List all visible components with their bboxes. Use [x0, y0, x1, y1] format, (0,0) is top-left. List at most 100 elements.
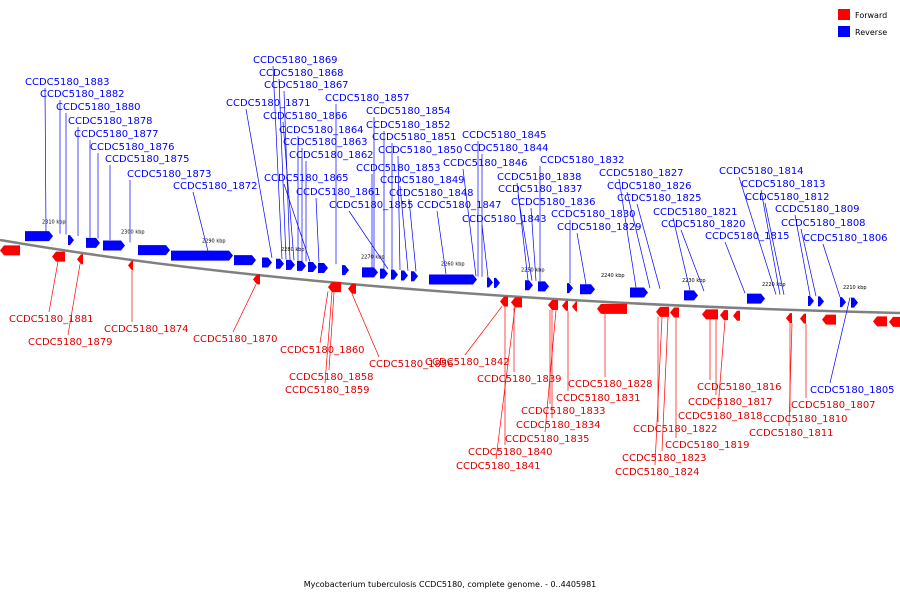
- reverse-label-connector: [462, 168, 477, 277]
- forward-gene-arrow: [128, 260, 133, 271]
- forward-gene-arrow: [889, 316, 900, 327]
- reverse-gene-arrow: [391, 269, 398, 280]
- legend: Forward Reverse: [838, 9, 887, 37]
- scale-tick-label: 2240 kbp: [601, 273, 625, 279]
- reverse-gene-label: CCDC5180_1836: [511, 197, 596, 208]
- forward-gene-arrow: [800, 313, 806, 324]
- reverse-label-connector: [618, 178, 637, 288]
- reverse-gene-label: CCDC5180_1867: [264, 80, 349, 91]
- forward-gene-label: CCDC5180_1870: [193, 334, 278, 345]
- reverse-gene-label: CCDC5180_1808: [781, 218, 866, 229]
- forward-gene-label: CCDC5180_1879: [28, 337, 113, 348]
- reverse-gene-arrow: [171, 250, 233, 261]
- reverse-gene-label: CCDC5180_1814: [719, 166, 804, 177]
- reverse-gene-arrow: [276, 258, 284, 269]
- reverse-gene-arrow: [851, 297, 858, 308]
- reverse-gene-arrow: [840, 297, 846, 308]
- forward-label-connector: [788, 323, 793, 427]
- forward-label-connector: [324, 291, 333, 384]
- reverse-gene-label: CCDC5180_1877: [74, 129, 159, 140]
- forward-gene-label: CCDC5180_1859: [285, 385, 370, 396]
- reverse-gene-label: CCDC5180_1868: [259, 68, 344, 79]
- scale-tick-label: 2210 kbp: [843, 285, 867, 291]
- forward-gene-arrow: [873, 316, 887, 327]
- reverse-label-connector: [283, 183, 311, 262]
- reverse-gene-label: CCDC5180_1820: [661, 219, 746, 230]
- forward-label-connector: [351, 293, 380, 358]
- reverse-gene-label: CCDC5180_1852: [366, 120, 451, 131]
- reverse-gene-label: CCDC5180_1843: [462, 214, 547, 225]
- reverse-gene-arrow: [818, 296, 824, 307]
- forward-gene-label: CCDC5180_1823: [622, 453, 707, 464]
- reverse-gene-label: CCDC5180_1871: [226, 98, 311, 109]
- reverse-gene-label: CCDC5180_1857: [325, 93, 410, 104]
- forward-label-connector: [67, 264, 81, 336]
- reverse-gene-label: CCDC5180_1851: [372, 132, 457, 143]
- forward-label-connector: [328, 292, 335, 371]
- reverse-label-connector: [724, 241, 746, 294]
- reverse-gene-arrow: [286, 259, 295, 270]
- forward-gene-label: CCDC5180_1856: [369, 359, 454, 370]
- forward-gene-arrow: [511, 297, 522, 308]
- reverse-gene-label: CCDC5180_1829: [557, 222, 642, 233]
- reverse-gene-label: CCDC5180_1878: [68, 116, 153, 127]
- genome-backbone: [0, 238, 900, 315]
- forward-gene-arrow: [786, 313, 792, 324]
- reverse-gene-arrow: [308, 262, 317, 273]
- forward-label-connector: [544, 310, 557, 433]
- reverse-gene-arrow: [362, 267, 378, 278]
- forward-label-connector: [319, 291, 329, 344]
- reverse-gene-label: CCDC5180_1812: [745, 192, 830, 203]
- reverse-gene-arrow: [318, 263, 328, 274]
- legend-forward-label: Forward: [855, 11, 887, 20]
- reverse-gene-label: CCDC5180_1830: [551, 209, 636, 220]
- forward-gene-arrow: [548, 299, 558, 310]
- forward-gene-label: CCDC5180_1817: [688, 397, 773, 408]
- reverse-gene-label: CCDC5180_1845: [462, 130, 547, 141]
- reverse-gene-label: CCDC5180_1849: [380, 175, 465, 186]
- reverse-label-connector: [348, 210, 389, 270]
- forward-gene-label: CCDC5180_1833: [521, 406, 606, 417]
- reverse-label-connector: [794, 214, 811, 296]
- forward-gene-label: CCDC5180_1810: [763, 414, 848, 425]
- forward-gene-label: CCDC5180_1841: [456, 461, 541, 472]
- reverse-gene-arrow: [68, 235, 74, 246]
- reverse-label-connector: [436, 210, 447, 274]
- legend-reverse-label: Reverse: [855, 28, 887, 37]
- reverse-gene-label: CCDC5180_1809: [775, 204, 860, 215]
- reverse-label-connector: [680, 229, 705, 292]
- reverse-label-connector: [800, 228, 817, 297]
- forward-gene-arrow: [253, 274, 260, 285]
- reverse-gene-label: CCDC5180_1872: [173, 181, 258, 192]
- reverse-gene-arrow: [567, 283, 573, 294]
- scale-tick-label: 2300 kbp: [121, 229, 145, 235]
- reverse-gene-label: CCDC5180_1838: [497, 172, 582, 183]
- reverse-label-connector: [626, 191, 651, 289]
- reverse-label-connector: [764, 202, 785, 295]
- scale-tick-label: 2230 kbp: [682, 278, 706, 284]
- figure-caption: Mycobacterium tuberculosis CCDC5180, com…: [304, 580, 597, 589]
- reverse-label-connector: [278, 78, 287, 260]
- forward-gene-arrow: [702, 309, 718, 320]
- reverse-gene-arrow: [747, 293, 765, 304]
- reverse-gene-label: CCDC5180_1821: [653, 207, 738, 218]
- scale-tick-label: 2280 kbp: [281, 247, 305, 253]
- reverse-label-connector: [738, 176, 777, 295]
- reverse-gene-arrow: [684, 290, 698, 301]
- reverse-gene-label: CCDC5180_1825: [617, 193, 702, 204]
- reverse-gene-arrow: [138, 245, 170, 256]
- reverse-label-connector: [517, 194, 533, 281]
- reverse-gene-arrow: [411, 271, 418, 282]
- reverse-gene-label: CCDC5180_1805: [810, 385, 895, 396]
- forward-gene-arrow: [572, 301, 577, 312]
- scale-tick-label: 2220 kbp: [762, 282, 786, 288]
- forward-gene-arrow: [597, 303, 627, 314]
- reverse-gene-label: CCDC5180_1854: [366, 106, 451, 117]
- reverse-gene-arrow: [429, 274, 477, 285]
- forward-gene-label: CCDC5180_1874: [104, 324, 189, 335]
- forward-gene-label: CCDC5180_1839: [477, 374, 562, 385]
- reverse-label-connector: [397, 155, 401, 271]
- reverse-gene-label: CCDC5180_1827: [599, 168, 684, 179]
- reverse-gene-label: CCDC5180_1813: [741, 179, 826, 190]
